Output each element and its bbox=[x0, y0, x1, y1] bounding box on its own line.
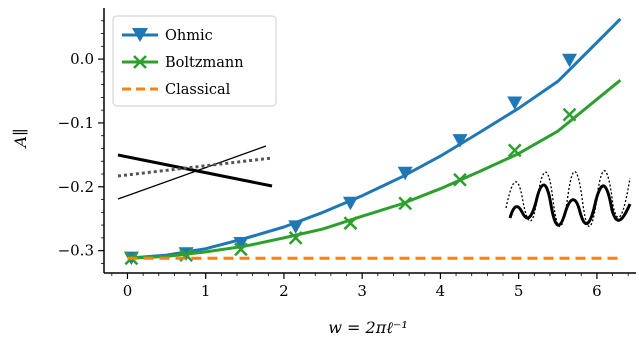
x-tick-label: 6 bbox=[592, 282, 602, 300]
x-marker-icon bbox=[133, 55, 147, 69]
legend-label-boltzmann: Boltzmann bbox=[165, 55, 244, 71]
series-line-boltzmann bbox=[127, 79, 622, 260]
x-axis-label: w = 2πℓ⁻¹ bbox=[328, 318, 408, 337]
legend-entry-classical: Classical bbox=[122, 82, 231, 98]
data-point-ohmic bbox=[288, 220, 304, 234]
data-point-ohmic bbox=[562, 53, 577, 68]
plot-frame bbox=[103, 8, 636, 274]
data-point-ohmic bbox=[397, 166, 413, 181]
y-axis: −0.3 −0.2 −0.1 0.0 bbox=[58, 20, 104, 264]
series-boltzmann bbox=[124, 79, 622, 266]
x-tick-label: 2 bbox=[279, 282, 289, 300]
legend-label-ohmic: Ohmic bbox=[165, 28, 213, 44]
data-point-boltzmann bbox=[453, 172, 467, 187]
data-point-ohmic bbox=[507, 96, 523, 111]
data-point-ohmic bbox=[452, 134, 468, 148]
data-point-boltzmann bbox=[343, 216, 358, 231]
x-tick-label: 5 bbox=[514, 282, 524, 300]
data-point-ohmic bbox=[342, 196, 358, 211]
y-tick-label: −0.3 bbox=[58, 242, 94, 260]
x-tick-label: 3 bbox=[357, 282, 367, 300]
data-point-boltzmann bbox=[507, 143, 522, 158]
legend-entry-ohmic: Ohmic bbox=[122, 28, 213, 44]
series-ohmic bbox=[123, 17, 622, 266]
legend-box bbox=[112, 15, 277, 107]
y-axis-label-text: A∥ bbox=[11, 129, 30, 150]
y-axis-label: A∥ bbox=[11, 129, 30, 150]
series-line-ohmic bbox=[127, 17, 622, 260]
x-tick-label: 0 bbox=[123, 282, 133, 300]
data-point-boltzmann bbox=[288, 230, 303, 245]
series-layer bbox=[123, 17, 622, 266]
y-tick-label: −0.1 bbox=[58, 114, 94, 132]
triangle-down-icon bbox=[132, 28, 148, 42]
y-tick-label: 0.0 bbox=[70, 50, 94, 68]
inset-oscillation bbox=[505, 170, 632, 228]
data-point-boltzmann bbox=[562, 107, 577, 122]
data-point-ohmic bbox=[233, 236, 249, 251]
data-point-boltzmann bbox=[234, 242, 248, 257]
x-tick-label: 4 bbox=[436, 282, 446, 300]
legend-entry-boltzmann: Boltzmann bbox=[122, 55, 244, 71]
y-tick-label: −0.2 bbox=[58, 178, 94, 196]
data-point-boltzmann bbox=[398, 196, 413, 211]
legend-label-classical: Classical bbox=[165, 82, 231, 98]
x-axis-label-text: w = 2πℓ⁻¹ bbox=[328, 318, 408, 337]
inset-crossing-lines bbox=[117, 145, 273, 200]
x-tick-label: 1 bbox=[201, 282, 211, 300]
x-axis: 0 1 2 3 4 5 6 bbox=[111, 273, 629, 300]
legend: Ohmic Boltzmann Classical bbox=[112, 15, 277, 107]
